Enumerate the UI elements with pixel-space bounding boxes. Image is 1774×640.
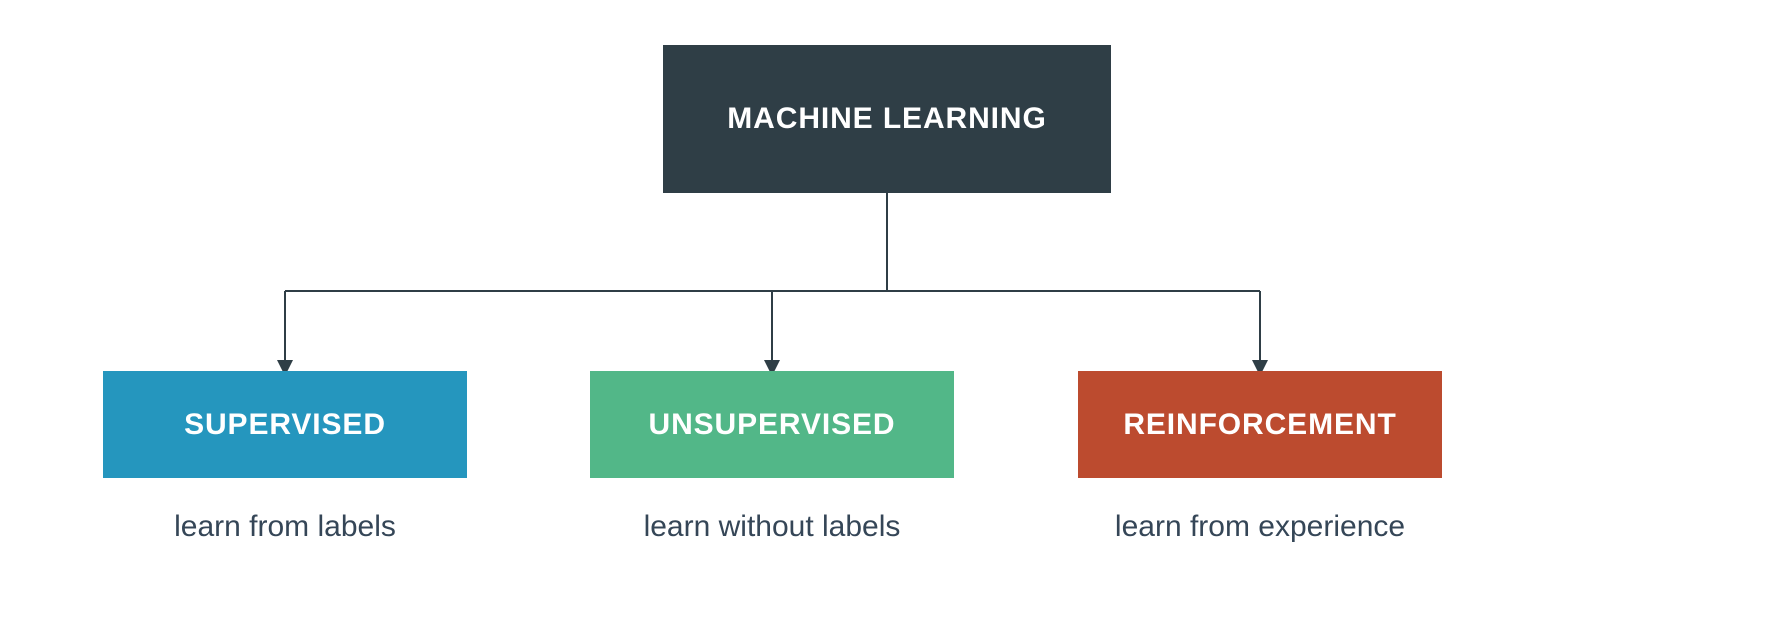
child-node-0: SUPERVISED bbox=[103, 371, 467, 478]
child-label-2: REINFORCEMENT bbox=[1123, 408, 1396, 442]
child-label-0: SUPERVISED bbox=[184, 408, 386, 442]
root-label: MACHINE LEARNING bbox=[727, 102, 1046, 136]
child-node-2: REINFORCEMENT bbox=[1078, 371, 1442, 478]
root-node: MACHINE LEARNING bbox=[663, 45, 1111, 193]
ml-tree-diagram: MACHINE LEARNING SUPERVISED learn from la… bbox=[0, 0, 1774, 640]
child-node-1: UNSUPERVISED bbox=[590, 371, 954, 478]
child-caption-0: learn from labels bbox=[103, 510, 467, 544]
child-label-1: UNSUPERVISED bbox=[649, 408, 896, 442]
child-caption-1: learn without labels bbox=[590, 510, 954, 544]
child-caption-2: learn from experience bbox=[1078, 510, 1442, 544]
